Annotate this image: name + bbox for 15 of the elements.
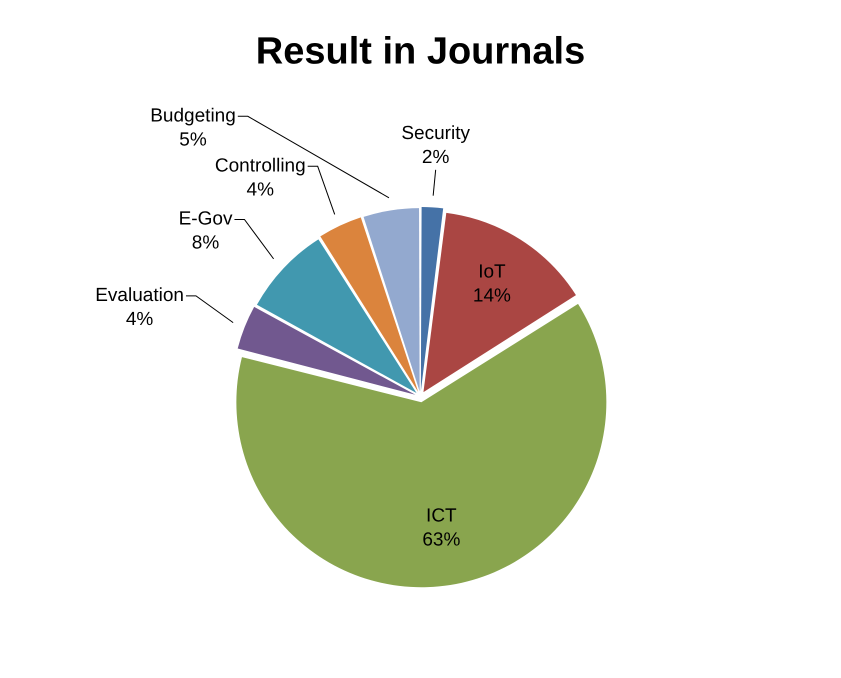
slice-label: IoT <box>478 261 506 282</box>
slice-label: Controlling <box>214 156 306 177</box>
slice-label: ICT <box>426 506 458 527</box>
data-label: 4% <box>246 180 274 201</box>
chart-title: Result in Journals <box>256 30 586 72</box>
data-label: 8% <box>192 232 220 254</box>
slice-label: E-Gov <box>178 208 233 230</box>
data-label: 5% <box>179 130 207 151</box>
data-label: 2% <box>422 147 450 168</box>
slice-label: Evaluation <box>95 285 184 306</box>
slice-label: Security <box>401 123 470 144</box>
data-label: 14% <box>472 285 512 306</box>
slice-label: Budgeting <box>150 106 236 127</box>
data-label: 4% <box>126 309 154 330</box>
data-label: 63% <box>422 530 460 551</box>
